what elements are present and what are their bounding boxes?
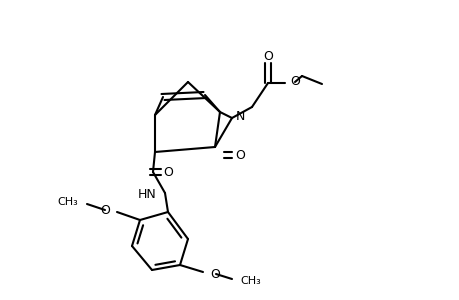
- Text: O: O: [289, 74, 299, 88]
- Text: O: O: [100, 203, 110, 217]
- Text: CH₃: CH₃: [240, 276, 260, 286]
- Text: O: O: [235, 148, 244, 161]
- Text: N: N: [235, 110, 245, 122]
- Text: O: O: [162, 166, 173, 178]
- Text: O: O: [210, 268, 219, 281]
- Text: CH₃: CH₃: [57, 197, 78, 207]
- Text: HN: HN: [138, 188, 157, 202]
- Text: O: O: [263, 50, 272, 62]
